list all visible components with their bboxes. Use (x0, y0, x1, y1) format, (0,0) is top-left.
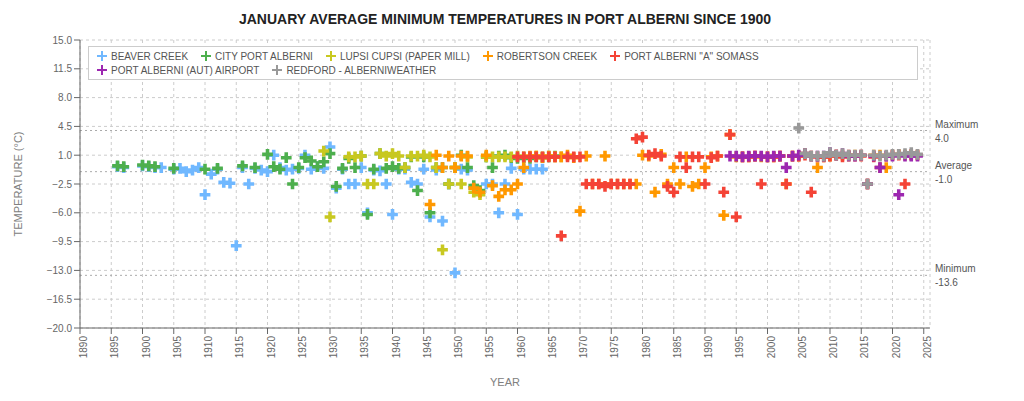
svg-text:−6.0: −6.0 (52, 207, 72, 218)
html-text:PORT ALBERNI (AUT) AIRPORT: PORT ALBERNI (AUT) AIRPORT (111, 64, 260, 76)
svg-text:2005: 2005 (797, 336, 808, 359)
svg-text:Maximum: Maximum (935, 119, 978, 130)
html-text:LUPSI CUPSI (PAPER MILL): LUPSI CUPSI (PAPER MILL) (339, 50, 470, 62)
html-text:BEAVER CREEK: BEAVER CREEK (111, 50, 189, 62)
svg-text:−2.5: −2.5 (52, 179, 72, 190)
svg-text:1965: 1965 (547, 336, 558, 359)
html-text:PORT ALBERNI "A" SOMASS: PORT ALBERNI "A" SOMASS (624, 50, 759, 62)
html-text:ROBERTSON CREEK: ROBERTSON CREEK (496, 50, 598, 62)
svg-text:TEMPERATURE (°C): TEMPERATURE (°C) (12, 131, 24, 236)
svg-text:Minimum: Minimum (935, 263, 976, 274)
svg-text:1930: 1930 (328, 336, 339, 359)
svg-text:1895: 1895 (109, 336, 120, 359)
svg-text:2015: 2015 (859, 336, 870, 359)
svg-text:1945: 1945 (422, 336, 433, 359)
svg-text:-13.6: -13.6 (935, 277, 958, 288)
svg-text:Average: Average (935, 160, 973, 171)
svg-text:11.5: 11.5 (53, 63, 72, 74)
svg-text:1975: 1975 (609, 336, 620, 359)
svg-text:15.0: 15.0 (53, 35, 73, 46)
html-text:REDFORD - ALBERNIWEATHER: REDFORD - ALBERNIWEATHER (286, 64, 437, 76)
svg-text:−9.5: −9.5 (52, 236, 72, 247)
svg-text:1955: 1955 (484, 336, 495, 359)
svg-text:4.0: 4.0 (935, 133, 949, 144)
html-text:JANUARY AVERAGE MINIMUM TEMPER: JANUARY AVERAGE MINIMUM TEMPERATURES IN … (239, 11, 771, 27)
svg-text:2025: 2025 (922, 336, 933, 359)
svg-text:8.0: 8.0 (58, 92, 72, 103)
svg-text:1890: 1890 (78, 336, 89, 359)
svg-text:1920: 1920 (266, 336, 277, 359)
svg-text:1.0: 1.0 (58, 150, 72, 161)
svg-text:2000: 2000 (766, 336, 777, 359)
svg-text:−13.0: −13.0 (47, 265, 73, 276)
svg-text:1960: 1960 (516, 336, 527, 359)
svg-text:1950: 1950 (453, 336, 464, 359)
svg-text:1990: 1990 (703, 336, 714, 359)
svg-text:−16.5: −16.5 (47, 294, 73, 305)
svg-text:2010: 2010 (828, 336, 839, 359)
svg-text:2020: 2020 (891, 336, 902, 359)
svg-text:YEAR: YEAR (490, 376, 520, 388)
svg-text:4.5: 4.5 (58, 121, 72, 132)
svg-text:1935: 1935 (359, 336, 370, 359)
svg-text:1995: 1995 (734, 336, 745, 359)
svg-text:1985: 1985 (672, 336, 683, 359)
svg-text:1980: 1980 (641, 336, 652, 359)
svg-text:1905: 1905 (172, 336, 183, 359)
svg-text:1970: 1970 (578, 336, 589, 359)
svg-text:−20.0: −20.0 (47, 323, 73, 334)
svg-text:1940: 1940 (391, 336, 402, 359)
svg-text:1910: 1910 (203, 336, 214, 359)
svg-text:1925: 1925 (297, 336, 308, 359)
svg-text:-1.0: -1.0 (935, 174, 953, 185)
svg-text:1900: 1900 (141, 336, 152, 359)
html-text:CITY PORT ALBERNI: CITY PORT ALBERNI (215, 50, 313, 62)
svg-text:1915: 1915 (234, 336, 245, 359)
